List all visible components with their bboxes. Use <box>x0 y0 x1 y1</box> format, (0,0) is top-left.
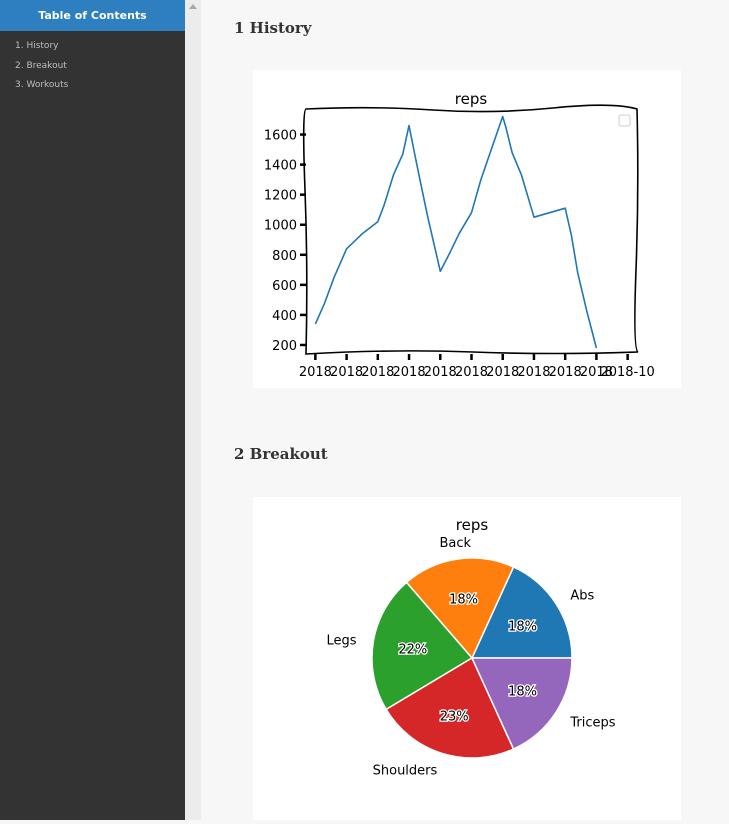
y-tick-label: 400 <box>272 309 297 324</box>
x-tick-label: 2018 <box>393 365 426 380</box>
main-content: 1 History reps 200 400 600 800 1000 1200 1400 1… <box>201 0 729 820</box>
x-tick-label: 2018 <box>486 365 519 380</box>
x-tick-label: 2018 <box>299 365 332 380</box>
toc-item-workouts[interactable]: 3. Workouts <box>15 80 69 90</box>
y-axis: 200 400 600 800 1000 1200 1400 1600 <box>264 129 306 354</box>
pie-chart-title: reps <box>456 516 489 534</box>
pie-slice-legs <box>371 581 474 711</box>
toc-title: Table of Contents <box>0 0 185 31</box>
pie-category-label: Legs <box>326 634 356 649</box>
x-tick-label: 2018 <box>361 365 394 380</box>
x-tick-label: 2018 <box>517 365 550 380</box>
x-tick-label: 2018-10 <box>600 365 654 380</box>
plot-frame <box>302 104 639 355</box>
y-tick-label: 1200 <box>264 189 297 204</box>
y-tick-label: 1600 <box>264 129 297 144</box>
y-tick-label: 800 <box>272 249 297 264</box>
section-title-history: 1 History <box>234 19 312 37</box>
section-title-breakout: 2 Breakout <box>234 445 328 463</box>
scrollbar[interactable] <box>185 0 201 820</box>
pie-category-label: Abs <box>570 589 594 604</box>
y-tick-label: 600 <box>272 279 297 294</box>
pie-pct-label: 18% <box>449 593 478 608</box>
pie-pct-label: 18% <box>508 620 537 635</box>
legend-box <box>618 114 631 127</box>
scroll-up-arrow-icon[interactable] <box>189 4 197 9</box>
x-axis: 2018201820182018201820182018201820182018… <box>299 354 655 380</box>
toc-sidebar: Table of Contents 1. History 2. Breakout… <box>0 0 185 820</box>
y-tick-label: 200 <box>272 339 297 354</box>
y-tick-label: 1000 <box>264 219 297 234</box>
x-tick-label: 2018 <box>549 365 582 380</box>
line-chart-title: reps <box>455 90 488 108</box>
pie-slice-shoulders <box>385 656 515 759</box>
pie-category-label: Triceps <box>569 715 615 730</box>
pie-pct-label: 22% <box>398 643 427 658</box>
pie-pct-label: 23% <box>440 709 469 724</box>
toc-list: 1. History 2. Breakout 3. Workouts <box>0 31 185 96</box>
pie-pct-label: 18% <box>508 684 537 699</box>
history-chart-card: reps 200 400 600 800 1000 1200 1400 1600 2018 20… <box>253 70 681 388</box>
series-layer <box>314 115 598 349</box>
breakout-pie-chart: reps 18%Abs18%Back22%Legs23%Shoulders18%… <box>326 516 615 779</box>
y-tick-label: 1400 <box>264 159 297 174</box>
toc-item-history[interactable]: 1. History <box>15 41 59 51</box>
x-tick-label: 2018 <box>455 365 488 380</box>
x-tick-label: 2018 <box>330 365 363 380</box>
breakout-chart-card: reps 18% Abs 18% Back 22% Legs 23% Shoulders 18%… <box>253 497 681 820</box>
pie-category-label: Shoulders <box>373 764 438 779</box>
pie-slice-back <box>405 557 515 660</box>
x-tick-label: 2018 <box>424 365 457 380</box>
x-tick-label: 2018 <box>580 365 613 380</box>
toc-item-breakout[interactable]: 2. Breakout <box>15 60 67 71</box>
series-line <box>314 115 598 349</box>
pie-slice-triceps <box>470 657 573 750</box>
pie-slice-abs <box>470 566 573 659</box>
pie-category-label: Back <box>440 536 472 551</box>
pie-slices: 18% Abs 18% Back 22% Legs 23% Shoulders 18% Trice… <box>326 536 615 779</box>
